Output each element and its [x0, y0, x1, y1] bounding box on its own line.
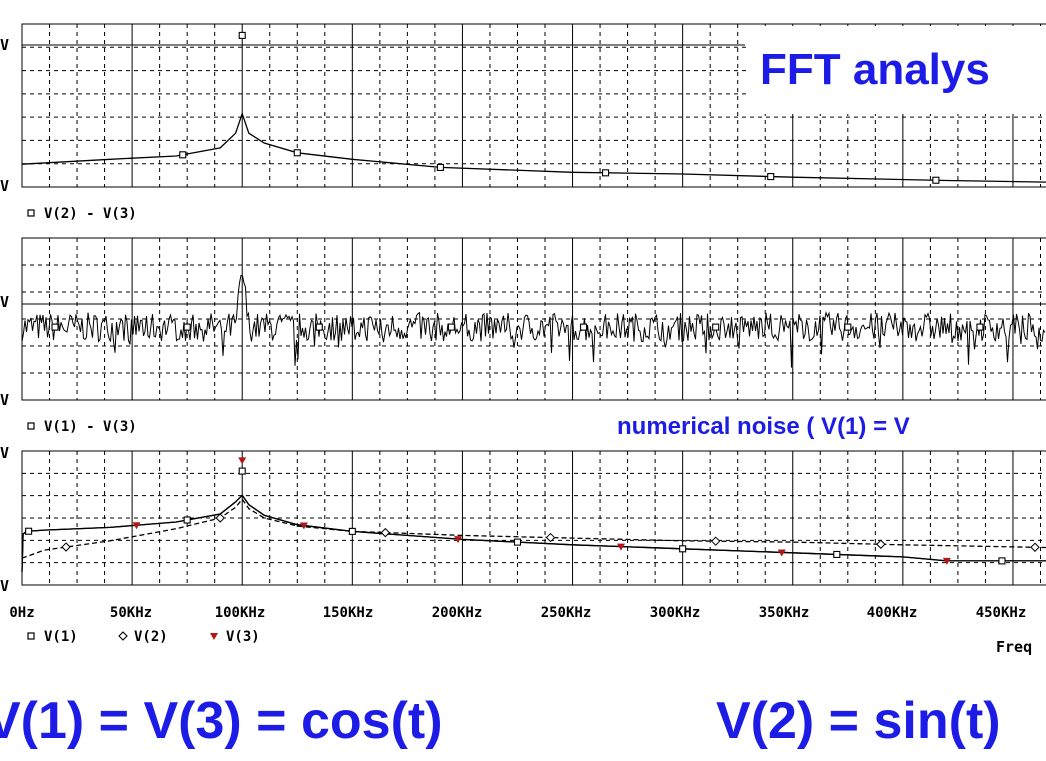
plot1-marker [767, 173, 775, 181]
v1-marker [183, 516, 191, 524]
v1-trace [21, 494, 1046, 572]
xtick-7: 350KHz [759, 605, 810, 621]
v3-marker [777, 549, 786, 557]
plot2-legend: V(1) - V(3) [27, 419, 137, 435]
v2-marker [876, 539, 886, 549]
plot1-ytick-top: V [0, 36, 9, 54]
v3-marker [616, 543, 625, 551]
plot1-marker [602, 169, 610, 177]
legend-v3-label: V(3) [226, 629, 260, 645]
v1-marker [833, 550, 841, 558]
plot2-marker [51, 323, 59, 331]
xtick-9: 450KHz [976, 605, 1027, 621]
plot1-legend: V(2) - V(3) [27, 206, 137, 222]
plot2-marker [447, 323, 455, 331]
plot1-marker [932, 176, 940, 184]
square-marker-icon [27, 632, 35, 640]
plot3-peak-marker [238, 457, 247, 465]
triangle-marker-icon [210, 633, 218, 640]
diamond-marker-icon [118, 631, 128, 641]
plot2-ytick-top: V [0, 293, 9, 311]
plot3-ytick-bottom: V [0, 577, 9, 595]
plot2-grid [21, 237, 1046, 401]
plot2-trace [21, 274, 1046, 368]
square-marker-icon [27, 422, 35, 430]
noise-note: numerical noise ( V(1) = V [617, 413, 910, 440]
xtick-3: 150KHz [323, 605, 374, 621]
plot2-marker [844, 323, 852, 331]
v2-marker [545, 532, 556, 543]
v2-marker [1030, 542, 1040, 552]
v2-marker [61, 542, 71, 552]
plot2-marker [183, 323, 191, 331]
v1-marker [513, 538, 522, 546]
plot3-ytick-top: V [0, 444, 9, 462]
plot1-marker [293, 149, 301, 157]
v3-trace [21, 494, 1046, 572]
plot1-ytick-bottom: V [0, 177, 9, 195]
plot3-peak-marker [238, 467, 246, 475]
formula-right: V(2) = sin(t) [716, 692, 1001, 750]
plot2-legend-label: V(1) - V(3) [44, 419, 137, 435]
plot2-marker [712, 323, 720, 331]
xtick-4: 200KHz [432, 605, 483, 621]
xtick-6: 300KHz [650, 605, 701, 621]
v1-marker [25, 527, 33, 535]
legend-v2-label: V(2) [134, 629, 168, 645]
v3-marker [454, 536, 463, 544]
plot1-legend-label: V(2) - V(3) [44, 206, 137, 222]
plot-area [21, 23, 1046, 586]
plot1-peak-marker [238, 31, 246, 39]
plot1-marker [436, 163, 444, 171]
plot2-marker [579, 323, 588, 331]
xtick-0: 0Hz [9, 605, 34, 621]
v3-marker [132, 522, 141, 530]
v3-marker [299, 522, 308, 530]
plot3-grid [21, 450, 1046, 586]
plot2-marker [976, 323, 984, 331]
v3-marker [942, 557, 951, 565]
xtick-1: 50KHz [110, 605, 152, 621]
x-axis-label: Freq [996, 638, 1032, 656]
plot1-trace [21, 111, 1046, 183]
plot2-marker [315, 323, 323, 331]
v2-marker [380, 527, 391, 538]
v2-marker [215, 513, 225, 523]
plot1-marker [179, 151, 187, 159]
v1-marker [679, 545, 687, 553]
v2-marker [710, 536, 721, 546]
v2-trace [21, 498, 1046, 559]
v1-marker [998, 557, 1006, 565]
v1-marker [348, 527, 356, 535]
xtick-5: 250KHz [541, 605, 592, 621]
title-overlay-bg [746, 26, 1046, 114]
title-overlay: FFT analys [760, 45, 990, 94]
plot2-ytick-bottom: V [0, 391, 9, 409]
xtick-8: 400KHz [867, 605, 918, 621]
formula-left: V(1) = V(3) = cos(t) [0, 692, 443, 750]
legend-v1-label: V(1) [44, 629, 78, 645]
xtick-2: 100KHz [215, 605, 266, 621]
x-axis-ticks: 0Hz 50KHz 100KHz 150KHz 200KHz 250KHz 30… [9, 605, 1026, 621]
plot3-legend: V(1) V(2) V(3) [27, 629, 260, 645]
square-marker-icon [27, 209, 35, 217]
